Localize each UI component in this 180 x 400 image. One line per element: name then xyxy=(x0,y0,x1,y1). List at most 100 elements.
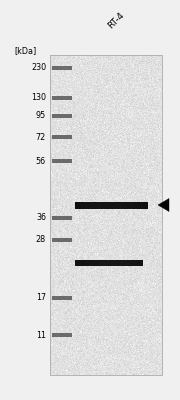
Bar xyxy=(91,260,92,266)
Bar xyxy=(52,66,72,70)
Bar xyxy=(115,260,116,266)
Bar xyxy=(143,202,144,208)
Bar xyxy=(146,202,147,208)
Bar xyxy=(88,260,89,266)
Bar xyxy=(89,260,90,266)
Bar xyxy=(87,202,88,208)
Bar xyxy=(118,202,119,208)
Bar xyxy=(129,202,130,208)
Bar xyxy=(52,296,72,300)
Bar xyxy=(75,260,76,266)
Bar xyxy=(125,260,126,266)
Bar xyxy=(76,260,77,266)
Bar xyxy=(128,260,129,266)
Bar xyxy=(120,202,121,208)
Bar xyxy=(116,260,117,266)
Bar xyxy=(101,202,102,208)
Bar xyxy=(131,202,132,208)
Bar xyxy=(138,260,139,266)
Bar xyxy=(100,260,101,266)
Bar xyxy=(128,202,129,208)
Bar xyxy=(81,202,82,208)
Bar xyxy=(145,202,146,208)
Bar xyxy=(92,202,93,208)
Bar xyxy=(125,202,126,208)
Bar xyxy=(136,260,137,266)
Bar xyxy=(106,260,107,266)
Bar xyxy=(86,260,87,266)
Bar xyxy=(107,202,108,208)
Bar xyxy=(83,202,84,208)
Bar xyxy=(137,202,138,208)
Bar xyxy=(132,202,133,208)
Bar xyxy=(75,202,76,208)
Bar xyxy=(105,260,106,266)
Bar xyxy=(100,202,101,208)
Bar xyxy=(52,114,72,118)
Bar xyxy=(89,202,90,208)
Bar xyxy=(110,202,111,208)
Bar xyxy=(121,202,122,208)
Bar xyxy=(77,260,78,266)
Bar xyxy=(114,260,115,266)
Bar xyxy=(119,260,120,266)
Bar xyxy=(126,260,127,266)
Bar xyxy=(52,159,72,163)
Bar xyxy=(103,260,104,266)
Bar xyxy=(90,202,91,208)
Bar xyxy=(104,202,105,208)
Bar xyxy=(99,202,100,208)
Bar xyxy=(87,260,88,266)
Bar xyxy=(136,202,137,208)
Bar xyxy=(90,260,91,266)
Bar xyxy=(85,260,86,266)
Bar xyxy=(112,202,113,208)
Bar xyxy=(142,260,143,266)
Bar xyxy=(84,260,85,266)
Bar xyxy=(96,202,97,208)
Bar xyxy=(124,202,125,208)
Bar xyxy=(117,260,118,266)
Bar xyxy=(102,202,103,208)
Bar xyxy=(113,260,114,266)
Bar xyxy=(92,260,93,266)
Text: RT-4: RT-4 xyxy=(107,10,126,30)
Bar xyxy=(129,260,130,266)
Bar xyxy=(119,202,120,208)
Bar xyxy=(93,202,94,208)
Bar xyxy=(137,260,138,266)
Bar xyxy=(108,202,109,208)
Bar xyxy=(93,260,94,266)
Bar xyxy=(77,202,78,208)
Bar xyxy=(141,260,142,266)
Bar xyxy=(110,260,111,266)
Bar xyxy=(102,260,103,266)
Bar xyxy=(78,202,79,208)
Bar xyxy=(140,202,141,208)
Bar xyxy=(52,216,72,220)
Bar xyxy=(135,260,136,266)
Bar xyxy=(111,260,112,266)
Bar xyxy=(85,202,86,208)
Bar xyxy=(91,202,92,208)
Bar xyxy=(115,202,116,208)
Bar xyxy=(139,202,140,208)
Bar xyxy=(123,260,124,266)
Bar xyxy=(52,135,72,139)
Bar xyxy=(133,202,134,208)
Bar xyxy=(111,202,112,208)
Bar xyxy=(86,202,87,208)
Bar xyxy=(142,202,143,208)
Bar xyxy=(120,260,121,266)
Text: [kDa]: [kDa] xyxy=(14,46,36,55)
Bar xyxy=(140,260,141,266)
Bar xyxy=(124,260,125,266)
Bar xyxy=(94,202,95,208)
Bar xyxy=(109,202,110,208)
Text: 56: 56 xyxy=(36,156,46,166)
Bar xyxy=(84,202,85,208)
Bar xyxy=(97,260,98,266)
Bar xyxy=(130,260,131,266)
Text: 17: 17 xyxy=(36,294,46,302)
Bar xyxy=(95,260,96,266)
